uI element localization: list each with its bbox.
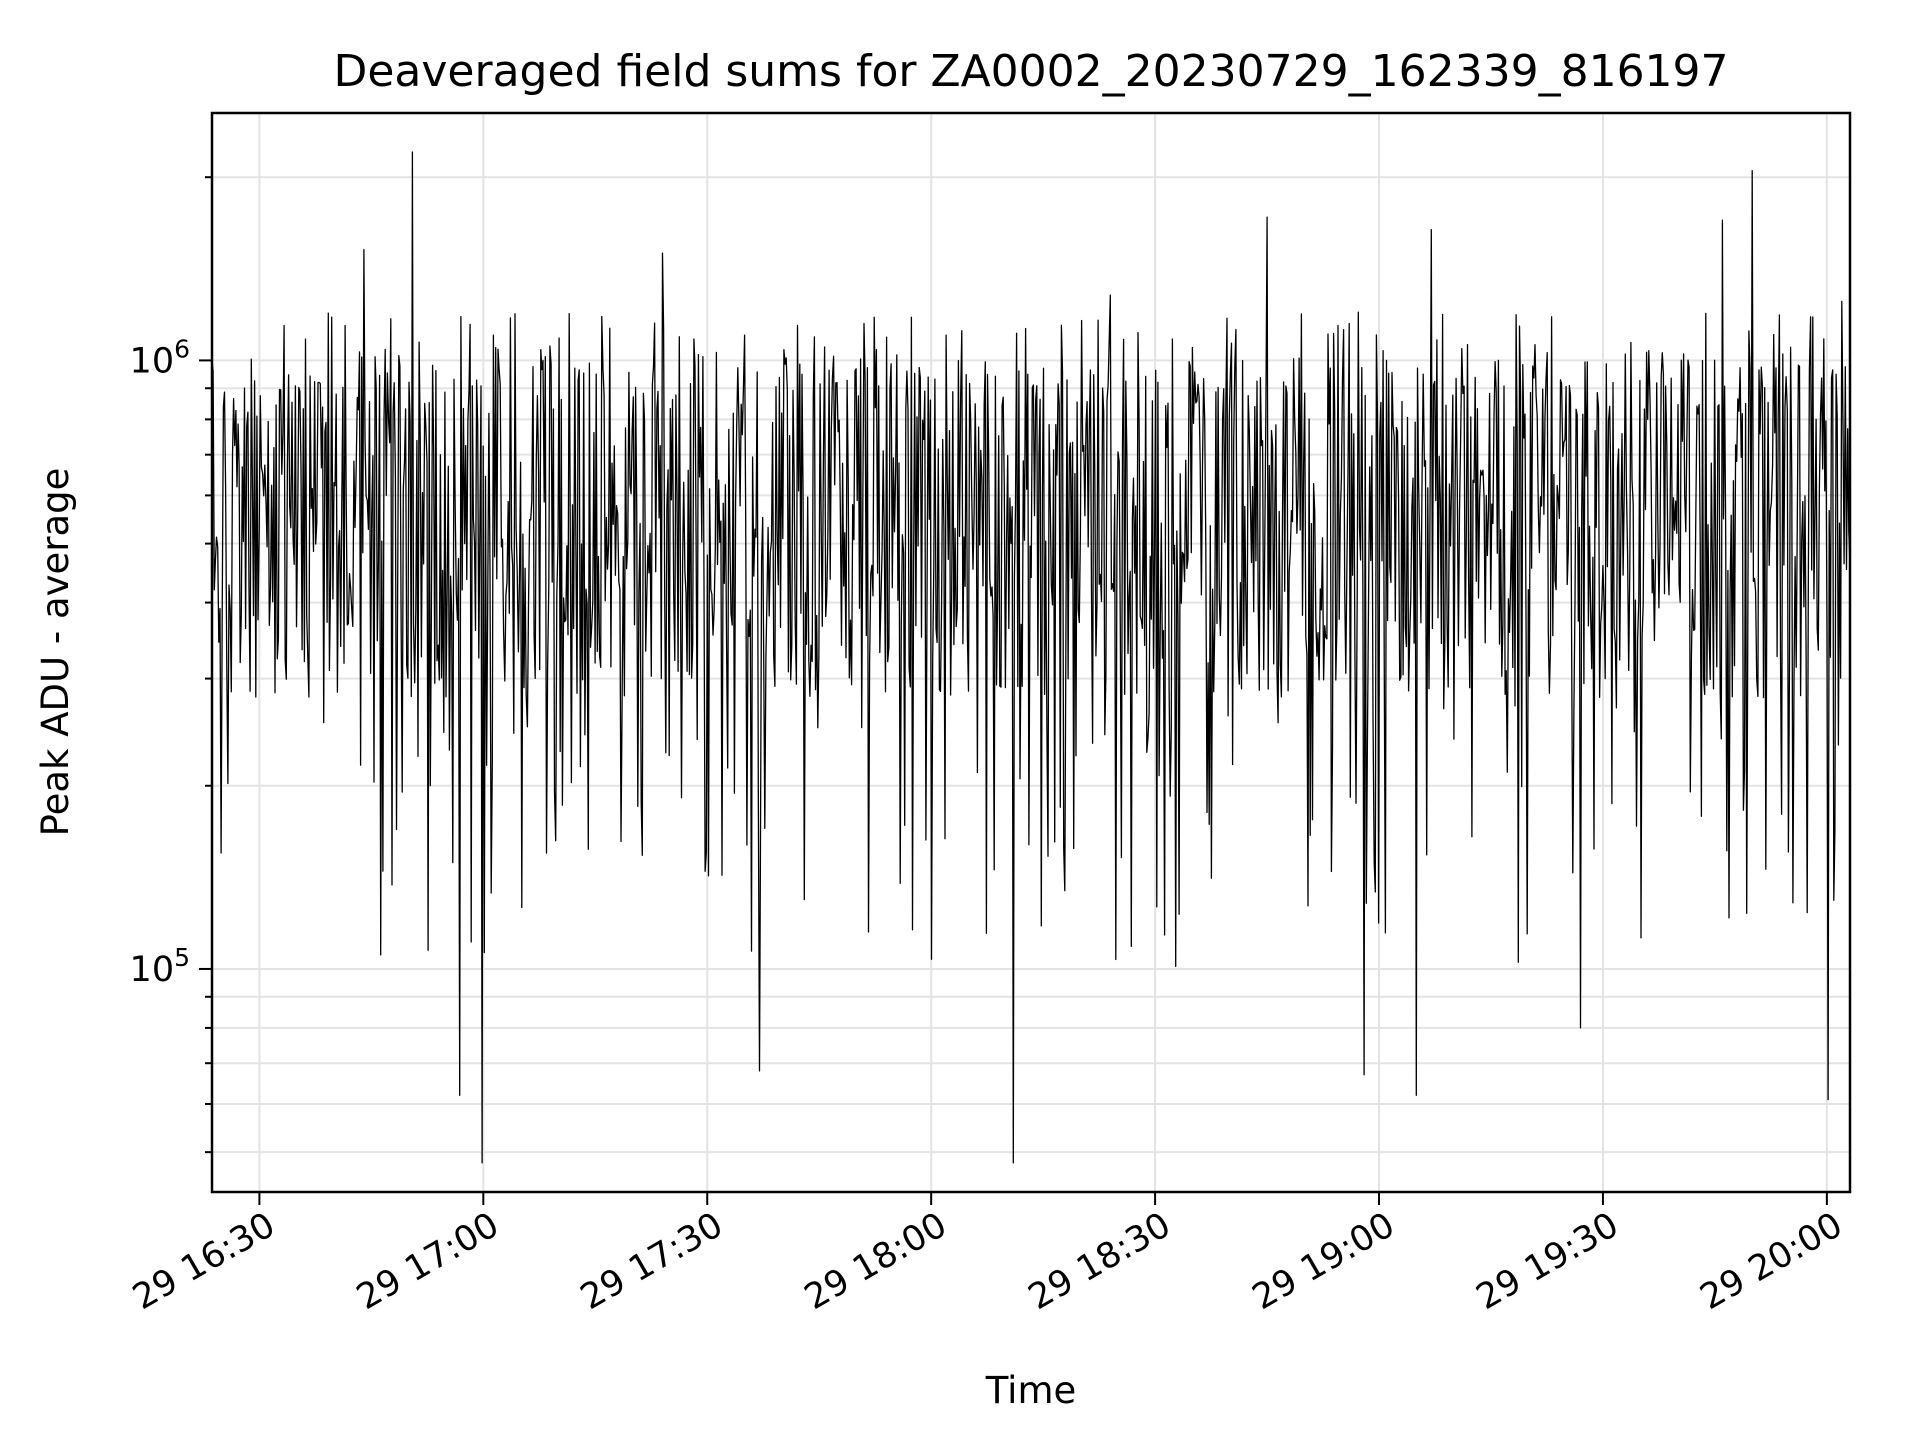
y-tick-label: 106 <box>130 334 190 381</box>
y-axis-label: Peak ADU - average <box>34 468 77 837</box>
x-tick-label: 29 18:30 <box>1022 1205 1178 1318</box>
chart-title: Deaveraged field sums for ZA0002_2023072… <box>333 46 1728 97</box>
series-line <box>211 151 1851 1164</box>
y-tick-label: 105 <box>130 943 190 990</box>
x-tick-label: 29 19:00 <box>1246 1205 1402 1318</box>
x-tick-label: 29 19:30 <box>1470 1205 1626 1318</box>
x-tick-label: 29 17:30 <box>574 1205 730 1318</box>
x-axis-label: Time <box>985 1369 1077 1412</box>
plot-frame <box>210 111 1852 1194</box>
axis-ticks: 29 16:30 29 17:00 29 17:30 29 18:00 29 18:30… <box>126 176 1850 1318</box>
x-tick-label: 29 20:00 <box>1694 1205 1850 1318</box>
x-tick-label: 29 17:00 <box>350 1205 506 1318</box>
x-tick-label: 29 18:00 <box>798 1205 954 1318</box>
x-tick-label: 29 16:30 <box>126 1205 282 1318</box>
